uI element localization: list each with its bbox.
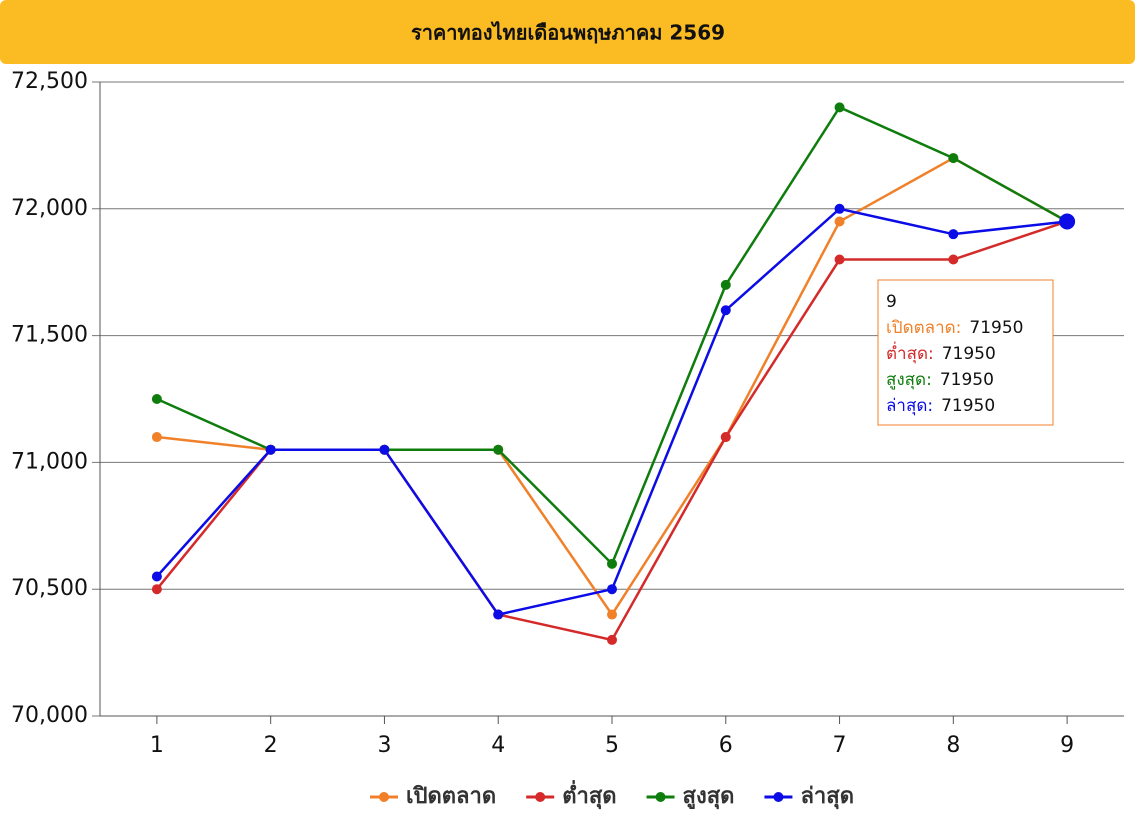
y-tick-label: 71,000 xyxy=(11,449,88,474)
x-tick-label: 5 xyxy=(605,733,619,758)
tooltip-label: เปิดตลาด: xyxy=(886,318,961,338)
tooltip-label: ต่ำสุด: xyxy=(886,341,934,364)
y-tick-label: 72,000 xyxy=(11,196,88,221)
data-point xyxy=(948,254,959,265)
y-tick-label: 70,500 xyxy=(11,576,88,601)
data-point xyxy=(834,203,845,214)
data-point xyxy=(948,153,959,164)
data-point xyxy=(493,609,504,620)
legend-marker xyxy=(379,792,389,802)
data-point xyxy=(834,254,845,265)
data-point xyxy=(151,394,162,404)
tooltip-value: 71950 xyxy=(969,318,1023,338)
data-point xyxy=(607,634,617,645)
x-tick-label: 7 xyxy=(833,733,847,758)
tooltip-box xyxy=(877,279,1054,426)
y-tick-label: 71,500 xyxy=(11,323,88,348)
hover-point xyxy=(1059,213,1076,230)
tooltip-value: 71950 xyxy=(942,344,996,364)
x-tick-label: 4 xyxy=(491,733,505,758)
tooltip-label: ล่าสุด: xyxy=(886,396,933,416)
data-point xyxy=(379,444,390,455)
x-tick-label: 6 xyxy=(719,733,733,758)
tooltip-title: 9 xyxy=(886,292,897,312)
data-point xyxy=(834,216,845,227)
data-point xyxy=(720,279,731,290)
legend-label: สูงสุด xyxy=(683,784,735,810)
title-bar xyxy=(0,0,1135,64)
data-point xyxy=(151,432,162,443)
x-tick-label: 8 xyxy=(946,733,960,758)
legend-label: ล่าสุด xyxy=(800,784,854,810)
legend-marker xyxy=(535,792,546,802)
data-point xyxy=(948,229,959,240)
data-point xyxy=(834,102,845,113)
tooltip-value: 71950 xyxy=(941,396,995,416)
legend-label: ต่ำสุด xyxy=(562,779,616,810)
data-point xyxy=(607,584,617,595)
legend-marker xyxy=(773,792,784,802)
x-tick-label: 9 xyxy=(1060,733,1074,758)
y-tick-label: 72,500 xyxy=(11,69,88,94)
legend-marker xyxy=(655,792,666,802)
legend-label: เปิดตลาด xyxy=(406,784,496,809)
legend: เปิดตลาด ต่ำสุด สูงสุด ล่าสุด xyxy=(370,779,854,810)
x-tick-label: 3 xyxy=(377,733,391,758)
data-point xyxy=(720,305,731,316)
x-tick-label: 2 xyxy=(264,733,278,758)
x-tick-label: 1 xyxy=(150,733,164,758)
y-tick-label: 70,000 xyxy=(11,703,88,728)
tooltip-label: สูงสุด: xyxy=(886,370,932,390)
data-point xyxy=(607,558,617,569)
data-point xyxy=(720,432,731,443)
data-point xyxy=(151,584,162,595)
data-point xyxy=(607,609,617,620)
data-point xyxy=(151,571,162,582)
data-point xyxy=(493,444,504,455)
data-point xyxy=(265,444,276,455)
tooltip-value: 71950 xyxy=(940,370,994,390)
chart-title: ราคาทองไทยเดือนพฤษภาคม 2569 xyxy=(411,21,725,45)
